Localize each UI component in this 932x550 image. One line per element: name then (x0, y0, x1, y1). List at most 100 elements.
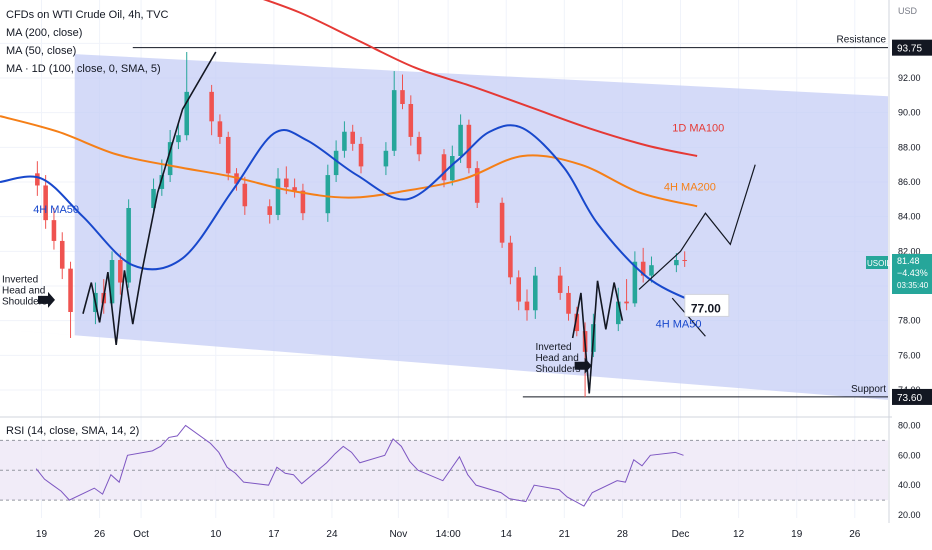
price-tick-label: 88.00 (898, 142, 921, 152)
ihs-right-label-line-1: Head and (535, 353, 578, 364)
target-label: 77.00 (691, 302, 721, 316)
candle-body (333, 150, 339, 176)
resistance-label: Resistance (837, 35, 887, 46)
time-tick-label: 26 (94, 529, 106, 540)
time-tick-label: Oct (133, 529, 149, 540)
rsi-legend: RSI (14, close, SMA, 14, 2) (6, 425, 140, 437)
candle-body (325, 175, 331, 214)
candle-body (342, 131, 347, 151)
projection-down-path (671, 297, 706, 337)
time-tick-label: 26 (849, 529, 861, 540)
time-tick-label: 19 (791, 529, 803, 540)
candle-body (151, 188, 156, 208)
candle-body (242, 183, 248, 207)
candle-body (209, 91, 214, 122)
candle-body (557, 275, 563, 293)
legend-ma50: MA (50, close) (6, 45, 77, 57)
price-tag-countdown: 03:35:40 (897, 281, 929, 290)
support-tag-bg (892, 388, 932, 405)
candle-body (574, 313, 580, 332)
ihs-left-label-line-0: Inverted (2, 275, 38, 286)
support-label: Support (851, 384, 886, 395)
ihs-right-path (571, 280, 624, 394)
time-tick-label: 14 (501, 529, 513, 540)
chart-legend: CFDs on WTI Crude Oil, 4h, TVC MA (200, … (6, 6, 168, 78)
candle-body (566, 292, 571, 314)
time-tick-label: 17 (268, 529, 280, 540)
candle-body (275, 178, 281, 215)
support-tag: 73.60 (897, 393, 922, 404)
candle-body (416, 136, 422, 155)
candle-body (450, 156, 455, 181)
candle-body (59, 240, 65, 269)
time-tick-label: Nov (389, 529, 407, 540)
time-axis: 19 26 Oct 10 17 24 Nov 14:00 14 21 28 Dec 12 19 26 (36, 529, 861, 540)
rsi-tick-label: 60.00 (898, 450, 921, 460)
ma-line-ma1d100 (262, 0, 698, 157)
rsi-tick-label: 80.00 (898, 420, 921, 430)
candle-body (350, 131, 355, 144)
ihs-right-label-line-2: Shoulders (535, 364, 580, 375)
time-tick-label: 12 (733, 529, 745, 540)
rsi-tick-label: 40.00 (898, 480, 921, 490)
candle-body (300, 190, 306, 214)
candle-body (159, 175, 165, 189)
candle-body (184, 91, 190, 136)
candle-body (292, 187, 297, 191)
candle-body (43, 185, 48, 221)
time-tick-label: 28 (617, 529, 629, 540)
time-tick-label: 10 (210, 529, 222, 540)
candle-body (35, 173, 40, 186)
price-tick-label: 92.00 (898, 73, 921, 83)
rsi-line (35, 424, 684, 507)
candle-body (126, 208, 131, 283)
ma200-label: 4H MA200 (664, 182, 716, 194)
price-tag-price: 81.48 (897, 256, 920, 266)
candle-body (383, 150, 389, 167)
channel-fill (0, 54, 888, 400)
candle-body (400, 90, 405, 104)
price-tick-label: 76.00 (898, 350, 921, 360)
symbol-tag: USOIL (867, 259, 892, 268)
candle-body (499, 202, 505, 243)
candle-body (640, 261, 646, 276)
moving-averages (0, 0, 698, 305)
legend-ma1d: MA · 1D (100, close, 0, SMA, 5) (6, 63, 161, 75)
candle-body (624, 301, 629, 304)
candle-body (516, 277, 521, 302)
time-tick-label: 19 (36, 529, 48, 540)
candle-body (109, 260, 115, 304)
ma100-label: 1D MA100 (672, 123, 724, 135)
time-tick-label: Dec (672, 529, 690, 540)
candle-body (458, 124, 463, 156)
ihs-left-arrow (38, 291, 55, 308)
candle-body (176, 135, 181, 143)
annotations: Resistance Support 1D MA100 4H MA200 4H MA50… (2, 35, 886, 395)
candle-body (649, 265, 654, 276)
ma50-label-left: 4H MA50 (33, 204, 79, 216)
candle-body (167, 142, 173, 176)
ihs-right-label-line-0: Inverted (535, 342, 571, 353)
time-tick-label: 24 (326, 529, 338, 540)
ihs-right-arrow (574, 357, 592, 374)
candle-body (118, 260, 123, 283)
rsi-tick-label: 20.00 (898, 510, 921, 520)
target-box (684, 293, 730, 317)
chart-title: CFDs on WTI Crude Oil, 4h, TVC (6, 9, 169, 21)
ma-line-ma50 (0, 124, 698, 305)
candle-body (51, 220, 57, 241)
time-tick-label: 21 (559, 529, 571, 540)
rsi-band (0, 439, 888, 501)
resistance-tag-bg (892, 39, 932, 56)
candle-body (466, 124, 472, 169)
ma-line-ma200 (0, 115, 698, 208)
resistance-tag: 93.75 (897, 44, 922, 55)
ascending-channel (0, 54, 888, 400)
candle-body (474, 168, 480, 203)
projection-up-path (638, 164, 756, 290)
candle-body (267, 206, 273, 215)
price-tick-label: 86.00 (898, 177, 921, 187)
price-tick-label: 90.00 (898, 108, 921, 118)
price-axis: USD94.0092.0090.0088.0086.0084.0082.0080… (866, 6, 932, 520)
